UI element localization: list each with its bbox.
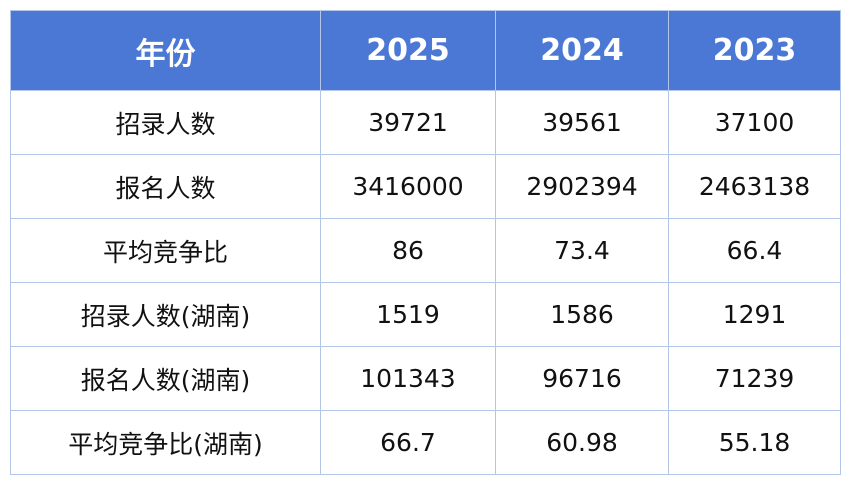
- table-cell: 1291: [668, 282, 841, 347]
- data-table: 年份 2025 2024 2023 招录人数 39721 39561 37100 报名人数 34…: [10, 10, 841, 475]
- table-cell: 1586: [495, 282, 669, 347]
- table-row: 平均竞争比(湖南) 66.7 60.98 55.18: [10, 410, 841, 475]
- table-row: 平均竞争比 86 73.4 66.4: [10, 218, 841, 283]
- table-row: 报名人数(湖南) 101343 96716 71239: [10, 346, 841, 411]
- table-body: 招录人数 39721 39561 37100 报名人数 3416000 2902394 246…: [10, 90, 841, 475]
- table-header: 年份 2025 2024 2023: [10, 10, 841, 91]
- header-cell: 2025: [320, 10, 496, 91]
- table-cell: 66.4: [668, 218, 841, 283]
- table-row: 招录人数(湖南) 1519 1586 1291: [10, 282, 841, 347]
- table-cell: 2902394: [495, 154, 669, 219]
- row-label: 招录人数(湖南): [10, 282, 321, 347]
- table-cell: 39561: [495, 90, 669, 155]
- row-label: 平均竞争比(湖南): [10, 410, 321, 475]
- table-row: 招录人数 39721 39561 37100: [10, 90, 841, 155]
- table-cell: 66.7: [320, 410, 496, 475]
- table-cell: 60.98: [495, 410, 669, 475]
- table-cell: 55.18: [668, 410, 841, 475]
- table-cell: 1519: [320, 282, 496, 347]
- row-label: 招录人数: [10, 90, 321, 155]
- row-label: 报名人数(湖南): [10, 346, 321, 411]
- row-label: 平均竞争比: [10, 218, 321, 283]
- table-cell: 3416000: [320, 154, 496, 219]
- header-cell: 年份: [10, 10, 321, 91]
- table-cell: 2463138: [668, 154, 841, 219]
- table-cell: 86: [320, 218, 496, 283]
- table-cell: 39721: [320, 90, 496, 155]
- header-row: 年份 2025 2024 2023: [10, 10, 841, 91]
- table-cell: 71239: [668, 346, 841, 411]
- table-row: 报名人数 3416000 2902394 2463138: [10, 154, 841, 219]
- header-cell: 2024: [495, 10, 669, 91]
- header-cell: 2023: [668, 10, 841, 91]
- table-cell: 96716: [495, 346, 669, 411]
- table-cell: 73.4: [495, 218, 669, 283]
- table-cell: 37100: [668, 90, 841, 155]
- table-cell: 101343: [320, 346, 496, 411]
- row-label: 报名人数: [10, 154, 321, 219]
